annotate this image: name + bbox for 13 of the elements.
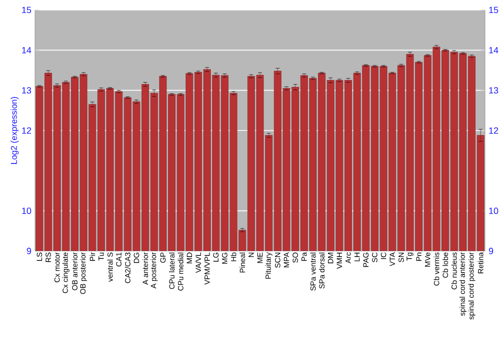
y2-tick-label: 13 — [489, 87, 498, 94]
y-axis-title: Log2 (expression) — [10, 97, 19, 164]
y-tick-label: 15 — [22, 6, 32, 14]
y-tick-label: 10 — [22, 208, 32, 214]
y-tick-label: 12 — [22, 127, 32, 134]
y2-tick-label: 10 — [489, 208, 498, 214]
y2-tick-label: 15 — [489, 6, 498, 14]
y2-tick-label: 14 — [489, 47, 498, 54]
y2-tick-label: 12 — [489, 127, 498, 134]
y-tick-label: 13 — [22, 87, 32, 94]
y-tick-label: 14 — [22, 47, 32, 54]
y-tick-label: 9 — [26, 248, 32, 254]
y2-tick-label: 9 — [488, 248, 494, 254]
